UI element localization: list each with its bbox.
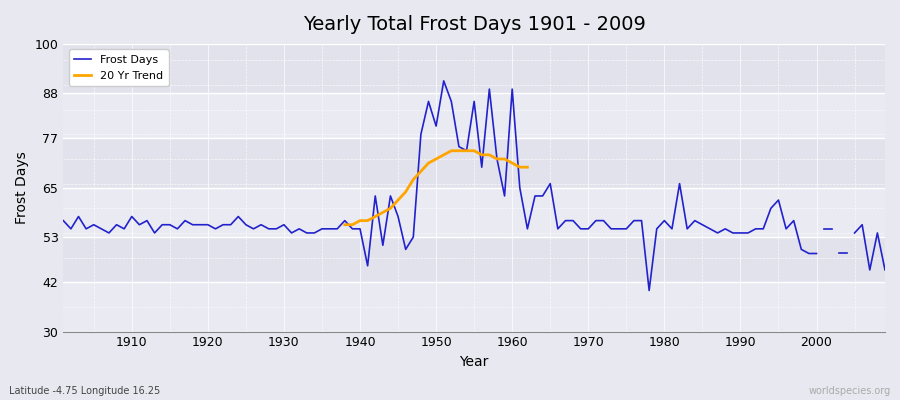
Frost Days <box>766 206 777 211</box>
20 Yr Trend <box>461 148 472 153</box>
20 Yr Trend <box>446 148 456 153</box>
20 Yr Trend <box>347 222 358 227</box>
Title: Yearly Total Frost Days 1901 - 2009: Yearly Total Frost Days 1901 - 2009 <box>302 15 645 34</box>
20 Yr Trend <box>355 218 365 223</box>
20 Yr Trend <box>362 218 373 223</box>
20 Yr Trend <box>515 165 526 170</box>
20 Yr Trend <box>491 156 502 161</box>
Frost Days <box>58 218 68 223</box>
Frost Days <box>438 78 449 83</box>
Bar <box>63 237 885 282</box>
20 Yr Trend <box>423 161 434 166</box>
20 Yr Trend <box>377 210 388 215</box>
20 Yr Trend <box>416 169 427 174</box>
Frost Days <box>233 214 244 219</box>
Legend: Frost Days, 20 Yr Trend: Frost Days, 20 Yr Trend <box>68 50 168 86</box>
Line: 20 Yr Trend: 20 Yr Trend <box>345 151 527 225</box>
20 Yr Trend <box>408 177 418 182</box>
Bar <box>63 138 885 188</box>
X-axis label: Year: Year <box>460 355 489 369</box>
20 Yr Trend <box>507 161 517 166</box>
20 Yr Trend <box>370 214 381 219</box>
Frost Days <box>788 218 799 223</box>
Line: Frost Days: Frost Days <box>63 81 816 290</box>
Bar <box>63 44 885 93</box>
20 Yr Trend <box>392 198 403 202</box>
Frost Days <box>644 288 654 293</box>
20 Yr Trend <box>469 148 480 153</box>
Bar <box>63 282 885 332</box>
20 Yr Trend <box>400 190 411 194</box>
Text: Latitude -4.75 Longitude 16.25: Latitude -4.75 Longitude 16.25 <box>9 386 160 396</box>
Y-axis label: Frost Days: Frost Days <box>15 151 29 224</box>
20 Yr Trend <box>431 156 442 161</box>
20 Yr Trend <box>522 165 533 170</box>
Frost Days <box>202 222 213 227</box>
Bar <box>63 188 885 237</box>
Bar <box>63 93 885 138</box>
20 Yr Trend <box>476 152 487 157</box>
20 Yr Trend <box>385 206 396 211</box>
20 Yr Trend <box>484 152 495 157</box>
20 Yr Trend <box>339 222 350 227</box>
20 Yr Trend <box>500 156 510 161</box>
Text: worldspecies.org: worldspecies.org <box>809 386 891 396</box>
Frost Days <box>515 185 526 190</box>
20 Yr Trend <box>454 148 464 153</box>
Frost Days <box>454 144 464 149</box>
Frost Days <box>811 251 822 256</box>
20 Yr Trend <box>438 152 449 157</box>
